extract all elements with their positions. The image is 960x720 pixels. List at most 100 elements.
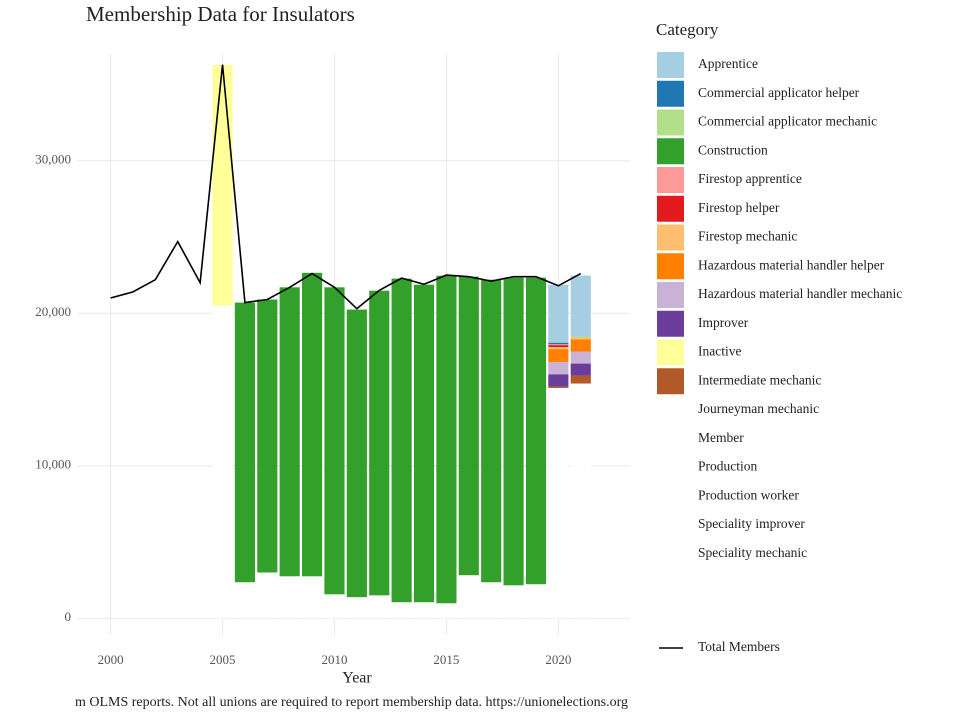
bar-segment xyxy=(548,284,569,343)
legend-label: Firestop apprentice xyxy=(698,171,802,186)
bar-segment xyxy=(391,602,412,619)
bar-segment xyxy=(324,287,345,595)
legend-key xyxy=(657,339,684,366)
bar-segment xyxy=(570,363,591,376)
bar-segment xyxy=(413,284,435,603)
y-tick-label: 20,000 xyxy=(35,304,71,319)
bar-segment xyxy=(570,336,591,338)
bar-segment xyxy=(481,279,502,583)
bar-segment xyxy=(548,349,569,363)
bar-segment xyxy=(548,345,569,348)
bar-segment xyxy=(548,362,569,375)
legend-title: Category xyxy=(656,20,719,39)
bar-segment xyxy=(234,302,255,583)
legend-key xyxy=(657,224,684,251)
bar-segment xyxy=(279,287,300,577)
legend-label: Firestop helper xyxy=(698,200,780,215)
bar-segment xyxy=(391,278,412,603)
legend-key xyxy=(657,540,684,567)
bar-segment xyxy=(503,277,524,586)
bar-segment xyxy=(570,275,591,337)
legend-label: Production xyxy=(698,459,757,474)
legend-key xyxy=(657,167,684,193)
bar-segment xyxy=(570,383,591,619)
legend-key xyxy=(657,52,684,78)
bar-segment xyxy=(234,582,255,619)
legend-label: Production worker xyxy=(698,487,799,502)
chart-title: Membership Data for Insulators xyxy=(86,2,355,26)
legend-key xyxy=(657,310,684,337)
legend-key xyxy=(657,253,684,280)
x-tick-label: 2020 xyxy=(545,652,571,667)
legend-label: Construction xyxy=(698,142,768,157)
legend-key xyxy=(657,138,684,165)
legend-label: Intermediate mechanic xyxy=(698,372,821,387)
bar-segment xyxy=(548,347,569,350)
legend-key xyxy=(657,397,684,423)
bar-segment xyxy=(548,344,569,346)
legend-label: Inactive xyxy=(698,344,741,359)
bar-segment xyxy=(212,64,233,306)
x-axis-label: Year xyxy=(342,670,372,687)
legend-key xyxy=(657,282,684,308)
bar-segment xyxy=(346,309,367,598)
bar-segment xyxy=(548,342,569,345)
bar-segment xyxy=(413,602,435,619)
bar-segment xyxy=(548,387,569,619)
caption: m OLMS reports. Not all unions are requi… xyxy=(75,695,628,710)
legend-key xyxy=(657,483,684,510)
y-tick-label: 0 xyxy=(65,609,72,624)
bar-segment xyxy=(525,277,547,585)
legend-key xyxy=(657,109,684,136)
legend-key xyxy=(657,425,684,452)
bar-segment xyxy=(481,582,502,619)
bar-segment xyxy=(436,603,457,619)
legend-label: Total Members xyxy=(698,639,780,654)
x-tick-label: 2005 xyxy=(210,652,236,667)
legend-key xyxy=(657,512,684,538)
x-tick-label: 2000 xyxy=(98,652,124,667)
bar-segment xyxy=(525,584,547,619)
bar-segment xyxy=(458,276,479,576)
bar-segment xyxy=(346,597,367,619)
legend-label: Hazardous material handler helper xyxy=(698,257,885,272)
bar-segment xyxy=(548,386,569,388)
legend-label: Commercial applicator mechanic xyxy=(698,114,877,129)
legend-label: Speciality improver xyxy=(698,516,805,531)
legend-label: Hazardous material handler mechanic xyxy=(698,286,902,301)
bar-segment xyxy=(279,576,300,619)
legend-key xyxy=(657,80,684,107)
bar-segment xyxy=(257,299,278,573)
total-line xyxy=(110,64,582,310)
legend-label: Commercial applicator helper xyxy=(698,85,860,100)
bar-segment xyxy=(302,576,323,619)
legend-key xyxy=(657,195,684,222)
legend-key xyxy=(657,368,684,395)
bar-segment xyxy=(570,351,591,364)
bar-segment xyxy=(302,272,323,577)
legend-label: Improver xyxy=(698,315,749,330)
x-tick-label: 2015 xyxy=(433,652,459,667)
legend-label: Speciality mechanic xyxy=(698,545,807,560)
bar-segment xyxy=(570,337,591,340)
bar-segment xyxy=(212,305,233,619)
bar-segment xyxy=(369,290,390,596)
bar-segment xyxy=(369,595,390,619)
y-tick-label: 30,000 xyxy=(35,152,71,167)
legend-label: Member xyxy=(698,430,744,445)
x-tick-label: 2010 xyxy=(321,652,347,667)
bar-segment xyxy=(548,374,569,387)
legend-key xyxy=(657,454,684,481)
bar-segment xyxy=(257,572,278,619)
legend-label: Firestop mechanic xyxy=(698,229,797,244)
y-tick-label: 10,000 xyxy=(35,457,71,472)
bar-segment xyxy=(570,375,591,384)
bar-segment xyxy=(436,275,457,604)
bar-segment xyxy=(503,585,524,619)
bar-segment xyxy=(570,339,591,352)
bar-segment xyxy=(324,594,345,619)
legend-label: Apprentice xyxy=(698,56,758,71)
legend-label: Journeyman mechanic xyxy=(698,401,819,416)
